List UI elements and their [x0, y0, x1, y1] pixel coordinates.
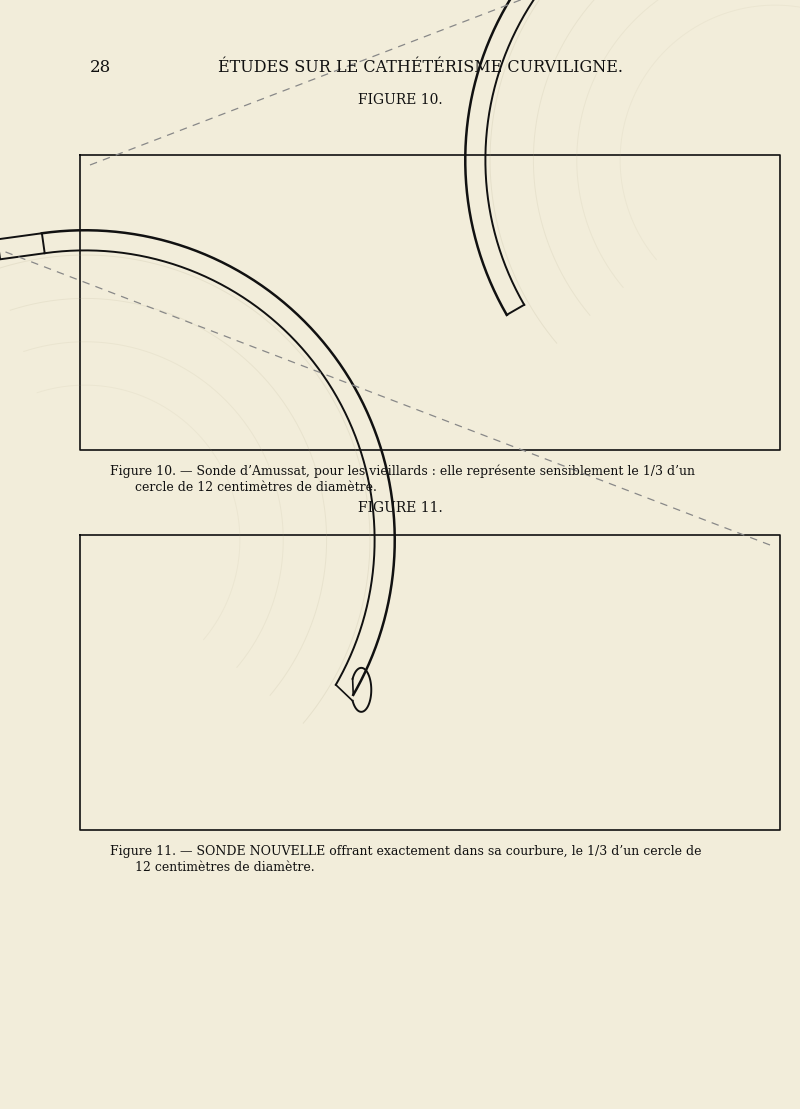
Text: Figure 10. — Sonde d’Amussat, pour les vieillards : elle représente sensiblement: Figure 10. — Sonde d’Amussat, pour les v… — [110, 465, 695, 478]
Text: ÉTUDES SUR LE CATHÉTÉRISME CURVILIGNE.: ÉTUDES SUR LE CATHÉTÉRISME CURVILIGNE. — [218, 60, 622, 77]
Text: 12 centimètres de diamètre.: 12 centimètres de diamètre. — [135, 861, 314, 874]
Text: Figure 11. — SONDE NOUVELLE offrant exactement dans sa courbure, le 1/3 d’un cer: Figure 11. — SONDE NOUVELLE offrant exac… — [110, 845, 702, 858]
Text: FIGURE 11.: FIGURE 11. — [358, 501, 442, 515]
Text: 28: 28 — [90, 60, 111, 77]
Text: cercle de 12 centimètres de diamètre.: cercle de 12 centimètres de diamètre. — [135, 481, 377, 494]
Text: FIGURE 10.: FIGURE 10. — [358, 93, 442, 106]
